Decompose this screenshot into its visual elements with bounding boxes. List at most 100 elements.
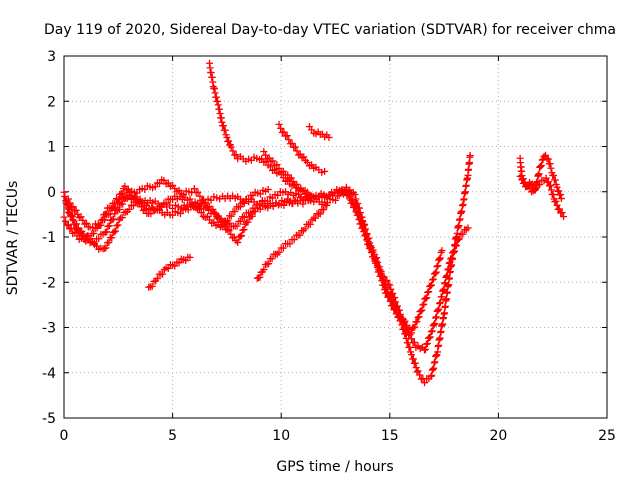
data-point-marker (82, 219, 90, 227)
data-point-marker (283, 132, 291, 140)
data-point-marker (205, 202, 213, 210)
data-point-marker (171, 262, 179, 270)
data-point-marker (380, 281, 388, 289)
data-point-marker (112, 227, 120, 235)
data-point-marker (66, 199, 74, 207)
data-point-marker (436, 254, 444, 262)
data-point-marker (72, 206, 80, 214)
data-point-marker (421, 379, 429, 387)
data-point-marker (389, 301, 397, 309)
data-point-marker (125, 192, 133, 200)
data-point-marker (425, 334, 433, 342)
data-point-marker (549, 190, 557, 198)
data-point-marker (558, 209, 566, 217)
data-point-marker (431, 269, 439, 277)
data-point-marker (429, 275, 437, 283)
data-point-marker (411, 323, 419, 331)
data-point-marker (557, 195, 565, 203)
data-point-marker (423, 339, 431, 347)
data-point-marker (156, 180, 164, 188)
data-point-marker (63, 204, 71, 212)
data-point-marker (401, 317, 409, 325)
y-tick-label: -5 (42, 411, 56, 427)
data-point-marker (211, 209, 219, 217)
data-point-marker (263, 197, 271, 205)
data-point-marker (454, 236, 462, 244)
data-point-marker (367, 244, 375, 252)
data-point-marker (391, 306, 399, 314)
data-point-marker (387, 285, 395, 293)
data-point-marker (372, 259, 380, 267)
data-point-marker (153, 275, 161, 283)
data-point-marker (524, 181, 532, 189)
data-point-marker (225, 227, 233, 235)
data-point-marker (133, 189, 141, 197)
data-point-marker (408, 351, 416, 359)
data-point-marker (118, 214, 126, 222)
data-point-marker (286, 240, 294, 248)
data-point-marker (114, 221, 122, 229)
data-point-marker (130, 202, 138, 210)
data-point-marker (361, 220, 369, 228)
data-point-marker (109, 215, 117, 223)
data-point-marker (290, 236, 298, 244)
data-point-marker (425, 288, 433, 296)
data-point-marker (414, 367, 422, 375)
x-axis-label: GPS time / hours (276, 459, 393, 475)
data-point-marker (536, 181, 544, 188)
data-point-marker (428, 281, 436, 289)
data-point-marker (555, 205, 563, 213)
y-tick-label: 2 (47, 94, 56, 110)
data-point-marker (385, 293, 393, 301)
data-point-marker (537, 162, 545, 170)
data-point-marker (422, 345, 430, 353)
data-point-marker (130, 195, 138, 203)
data-point-marker (355, 204, 363, 212)
data-point-marker (256, 201, 264, 209)
data-point-marker (544, 155, 552, 163)
data-point-marker (414, 314, 422, 322)
data-point-marker (371, 255, 379, 263)
data-point-marker (245, 195, 253, 203)
data-point-marker (229, 147, 237, 155)
data-point-marker (325, 133, 333, 141)
data-point-marker (97, 221, 105, 229)
y-tick-label: 0 (47, 185, 56, 201)
data-point-marker (275, 164, 283, 172)
data-point-marker (363, 230, 371, 238)
data-point-marker (77, 213, 85, 221)
data-point-marker (308, 192, 316, 200)
data-point-marker (552, 197, 560, 205)
data-point-marker (528, 180, 536, 188)
data-point-marker (466, 152, 474, 160)
data-point-marker (547, 181, 555, 189)
data-point-marker (321, 167, 329, 175)
data-point-marker (358, 213, 366, 221)
data-point-marker (236, 203, 244, 211)
data-point-marker (446, 258, 454, 266)
data-point-marker (256, 273, 264, 281)
y-tick-label: -4 (42, 366, 56, 382)
data-point-marker (428, 371, 436, 379)
data-point-marker (432, 268, 440, 276)
data-point-marker (538, 156, 546, 164)
data-point-marker (231, 208, 239, 216)
data-point-marker (236, 232, 244, 240)
data-point-marker (420, 300, 428, 308)
data-point-marker (464, 224, 472, 232)
data-point-marker (547, 164, 555, 172)
data-point-marker (225, 137, 233, 145)
data-point-marker (262, 151, 270, 159)
plot-frame (63, 55, 608, 419)
data-point-marker (389, 289, 397, 297)
data-points (60, 59, 568, 387)
data-point-marker (411, 359, 419, 367)
data-point-marker (269, 157, 277, 165)
data-point-marker (148, 282, 156, 290)
data-point-marker (102, 244, 110, 252)
data-point-marker (244, 218, 252, 226)
data-point-marker (60, 188, 68, 196)
data-point-marker (293, 147, 301, 155)
data-point-marker (352, 195, 360, 203)
data-point-marker (277, 124, 285, 132)
